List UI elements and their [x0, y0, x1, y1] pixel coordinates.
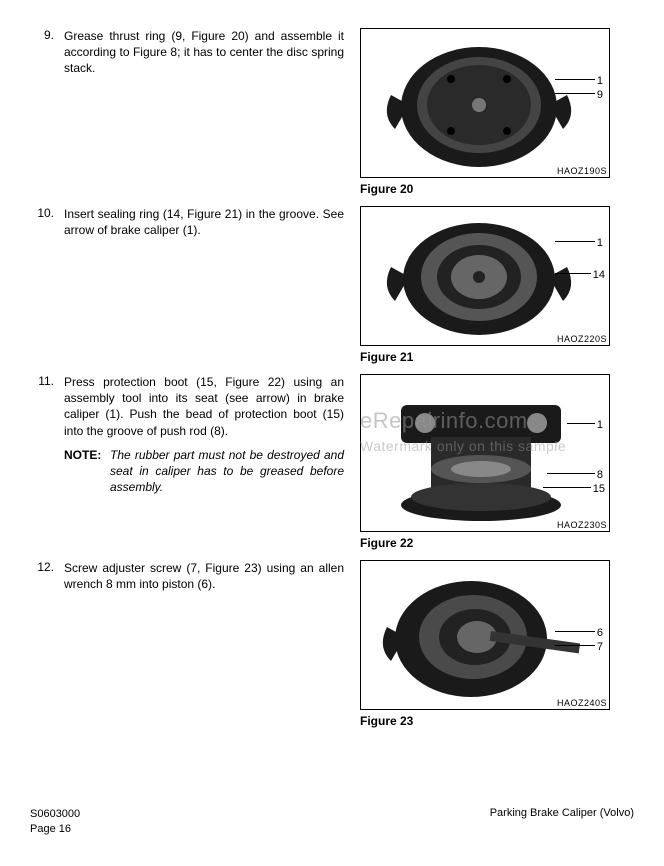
step-number: 10.: [30, 206, 64, 364]
brake-caliper-illustration-icon: [361, 375, 610, 532]
figure-22-image: 1 8 15 HAOZ230S: [360, 374, 610, 532]
step-10: 10. Insert sealing ring (14, Figure 21) …: [30, 206, 360, 364]
figure-23-image: 6 7 HAOZ240S: [360, 560, 610, 710]
figure-caption: Figure 20: [360, 182, 634, 196]
doc-code: S0603000: [30, 807, 80, 821]
figure-caption: Figure 21: [360, 350, 634, 364]
figure-21-block: 1 14 HAOZ220S Figure 21: [360, 206, 634, 364]
step-text: Screw adjuster screw (7, Figure 23) usin…: [64, 560, 360, 728]
doc-title: Parking Brake Caliper (Volvo): [490, 807, 634, 836]
figure-code: HAOZ190S: [557, 166, 607, 176]
page-footer: S0603000 Page 16 Parking Brake Caliper (…: [30, 807, 634, 836]
step-text: Grease thrust ring (9, Figure 20) and as…: [64, 28, 360, 196]
figure-code: HAOZ230S: [557, 520, 607, 530]
leader-line: [555, 645, 595, 646]
leader-line: [555, 273, 591, 274]
leader-line: [555, 241, 595, 242]
leader-line: [567, 423, 595, 424]
callout-14: 14: [593, 269, 605, 281]
step-text-body: Press protection boot (15, Figure 22) us…: [64, 375, 344, 438]
note-body: The rubber part must not be destroyed an…: [110, 447, 344, 496]
callout-1: 1: [597, 75, 603, 87]
leader-line: [555, 79, 595, 80]
figure-caption: Figure 23: [360, 714, 634, 728]
note-label: NOTE:: [64, 447, 110, 496]
step-text: Insert sealing ring (14, Figure 21) in t…: [64, 206, 360, 364]
callout-7: 7: [597, 641, 603, 653]
step-9: 9. Grease thrust ring (9, Figure 20) and…: [30, 28, 360, 196]
figure-23-block: 6 7 HAOZ240S Figure 23: [360, 560, 634, 728]
note: NOTE: The rubber part must not be destro…: [64, 447, 344, 496]
figure-code: HAOZ240S: [557, 698, 607, 708]
step-12: 12. Screw adjuster screw (7, Figure 23) …: [30, 560, 360, 728]
brake-caliper-illustration-icon: [361, 29, 610, 178]
callout-8: 8: [597, 469, 603, 481]
leader-line: [547, 473, 595, 474]
page-number: Page 16: [30, 822, 80, 836]
callout-15: 15: [593, 483, 605, 495]
leader-line: [555, 93, 595, 94]
leader-line: [543, 487, 591, 488]
callout-9: 9: [597, 89, 603, 101]
brake-caliper-illustration-icon: [361, 207, 610, 346]
callout-1: 1: [597, 237, 603, 249]
step-number: 12.: [30, 560, 64, 728]
leader-line: [555, 631, 595, 632]
figure-code: HAOZ220S: [557, 334, 607, 344]
callout-6: 6: [597, 627, 603, 639]
step-number: 9.: [30, 28, 64, 196]
step-number: 11.: [30, 374, 64, 550]
figure-caption: Figure 22: [360, 536, 634, 550]
figure-21-image: 1 14 HAOZ220S: [360, 206, 610, 346]
figure-22-block: 1 8 15 HAOZ230S Figure 22: [360, 374, 634, 550]
step-11: 11. Press protection boot (15, Figure 22…: [30, 374, 360, 550]
callout-1: 1: [597, 419, 603, 431]
figure-20-block: 1 9 HAOZ190S Figure 20: [360, 28, 634, 196]
step-text: Press protection boot (15, Figure 22) us…: [64, 374, 360, 550]
figure-20-image: 1 9 HAOZ190S: [360, 28, 610, 178]
brake-caliper-illustration-icon: [361, 561, 610, 710]
